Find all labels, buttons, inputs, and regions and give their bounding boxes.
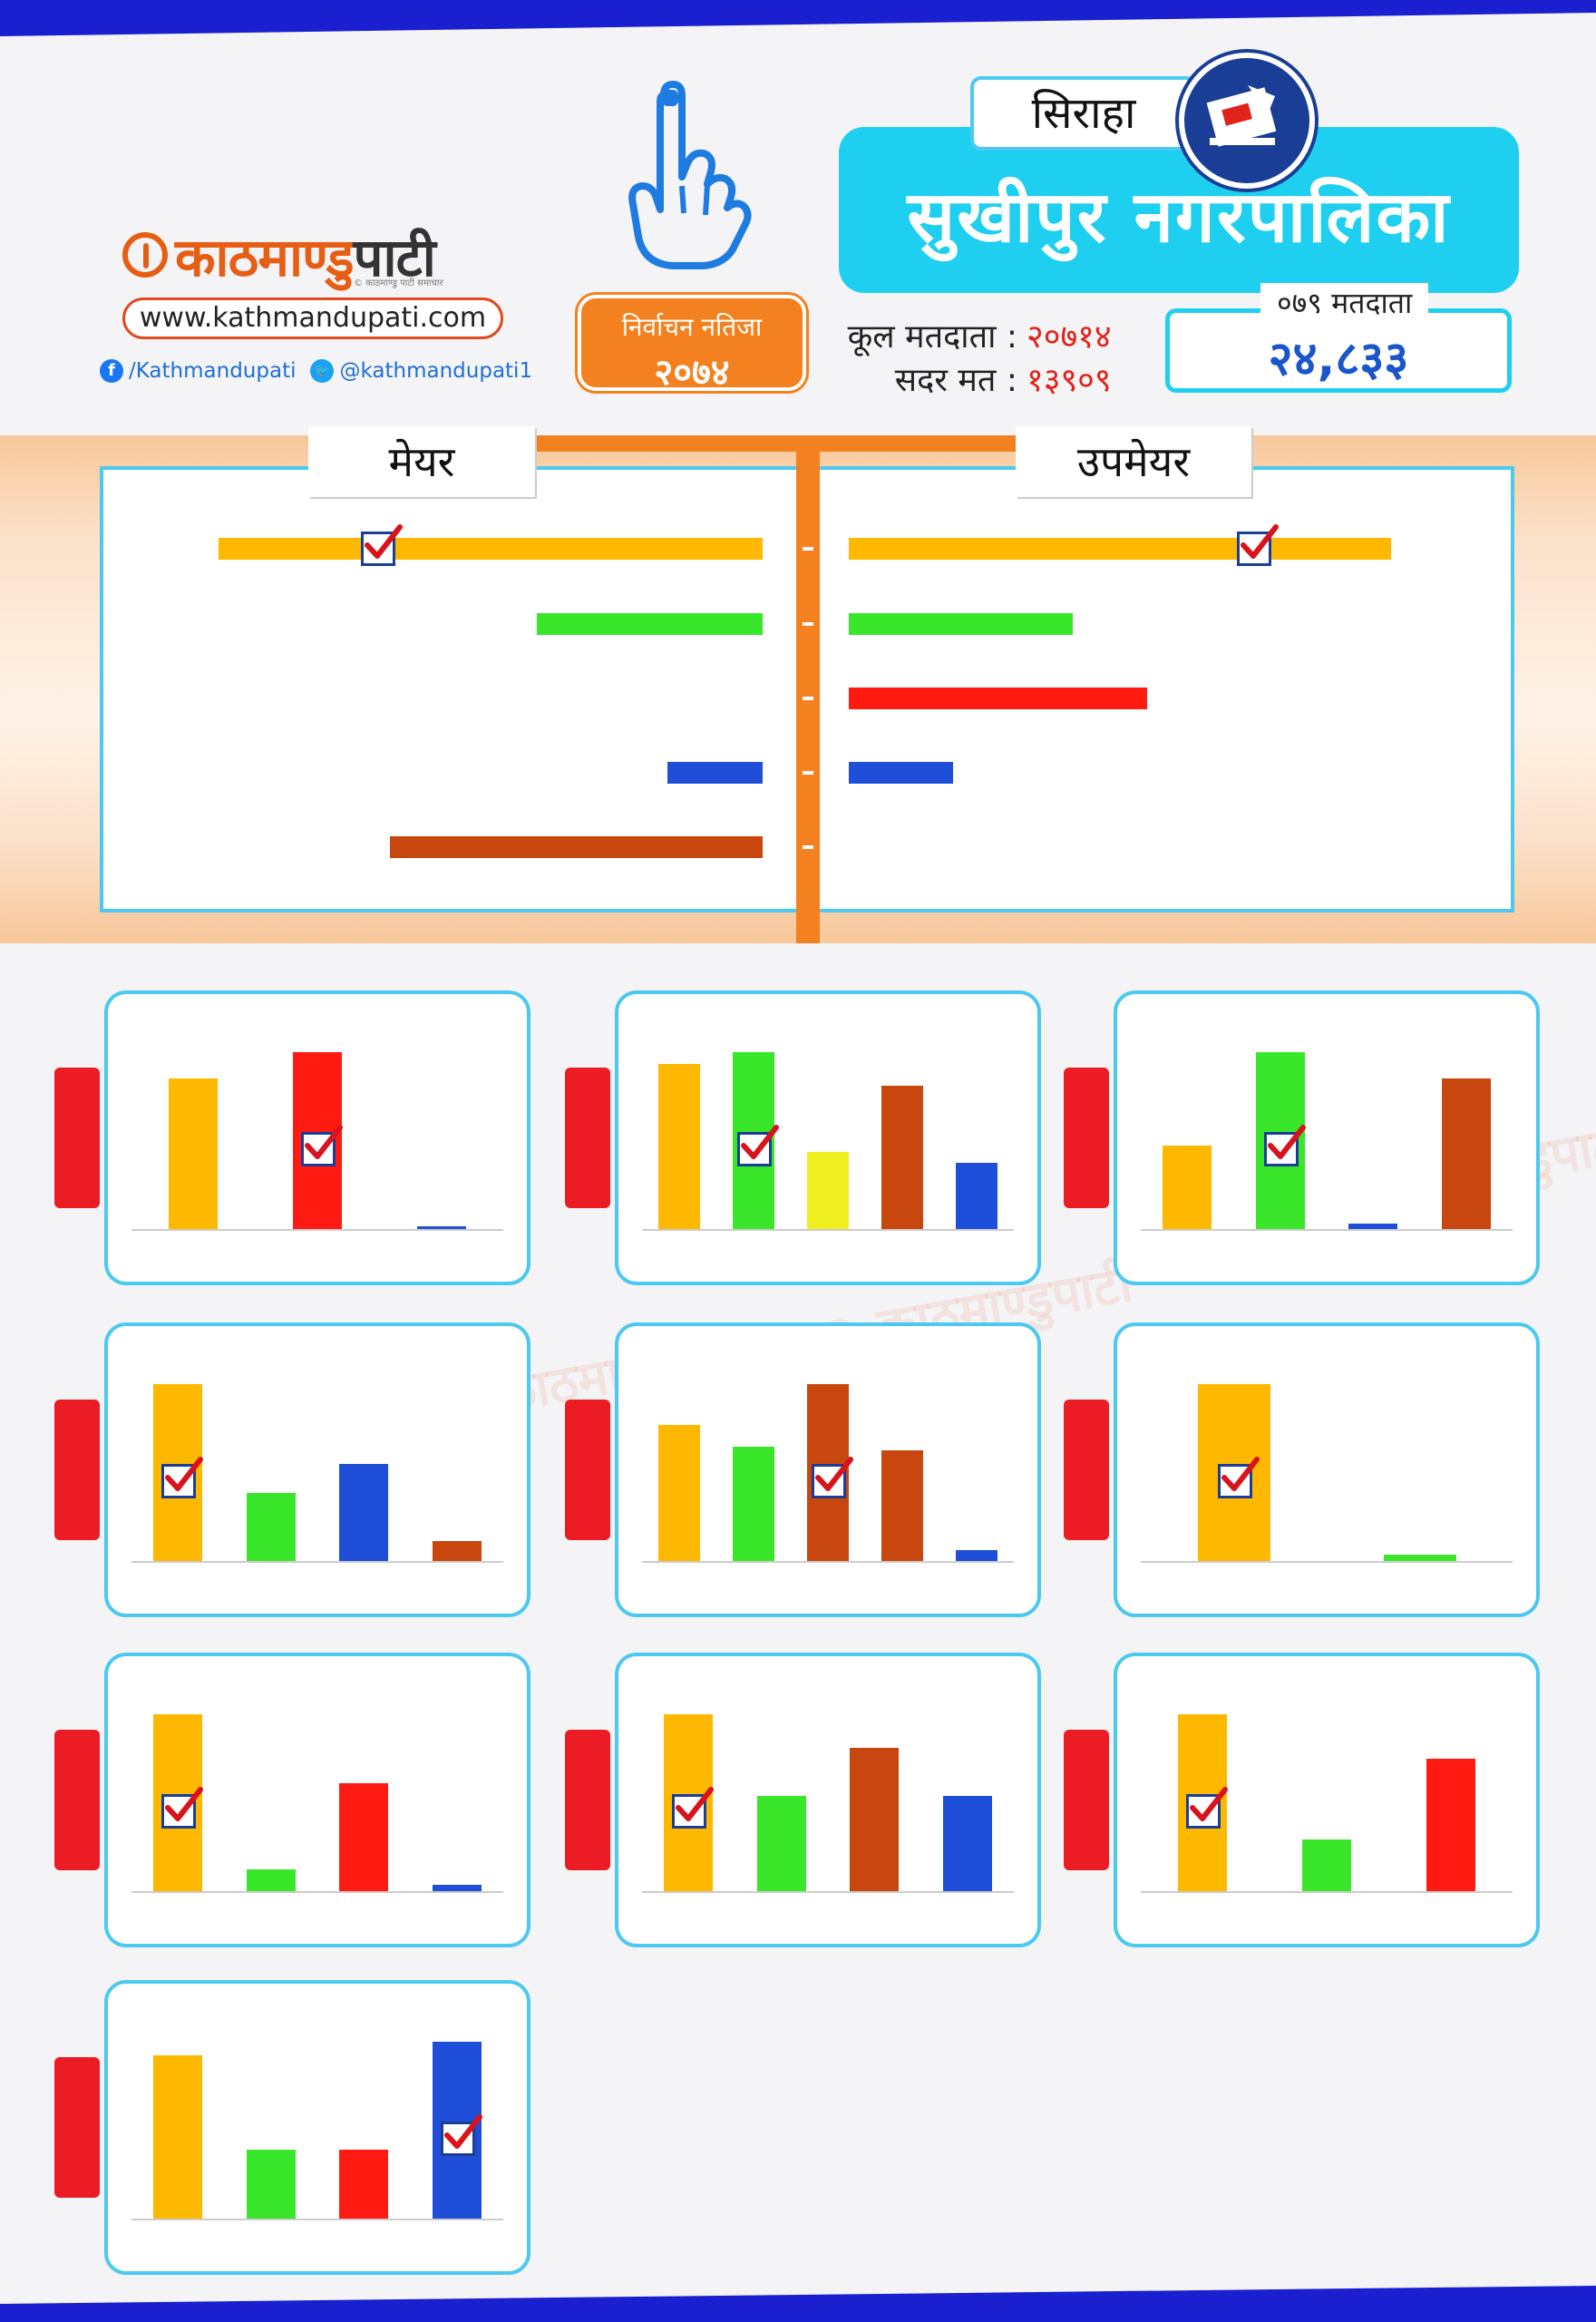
- ward-bar: [246, 2150, 296, 2219]
- voters-079-box: [1165, 308, 1512, 393]
- ward-bar: [339, 2149, 389, 2219]
- ward-bar: [850, 1747, 900, 1891]
- ward-bar: [881, 1450, 923, 1561]
- ward-bar: [1302, 1839, 1351, 1891]
- district-label: सिराहा: [970, 76, 1197, 151]
- ward-bar: [881, 1086, 923, 1229]
- ward-winner-check-icon: [1186, 1786, 1229, 1829]
- top-stripe: [0, 0, 1596, 36]
- ward-bar: [339, 1783, 389, 1891]
- facebook-link[interactable]: /Kathmandupati: [129, 359, 297, 383]
- ward-winner-check-icon: [1217, 1456, 1260, 1498]
- ward-bar: [807, 1152, 849, 1229]
- voter-stats: कूल मतदाता : २०७१४ सदर मत : १३९०९: [836, 313, 1112, 400]
- panel-divider: [796, 435, 820, 943]
- ward-bar: [339, 1463, 389, 1561]
- ward-winner-check-icon: [737, 1124, 779, 1166]
- ward-bar: [432, 1540, 482, 1561]
- deputy-mayor-tab: उपमेयर: [1016, 426, 1251, 497]
- brand-logo: काठमाण्डुपाटी © काठमाण्डु पाटी समाचार: [122, 220, 503, 292]
- voters-079-label: ०७९ मतदाता: [1260, 283, 1429, 322]
- ward-bar: [733, 1447, 774, 1561]
- social-links: f /Kathmandupati 🐦 @kathmandupati1: [100, 359, 532, 383]
- ward-label: [54, 1067, 100, 1208]
- ward-label: [54, 2056, 100, 2198]
- ward-winner-check-icon: [161, 1456, 204, 1498]
- ward-bar: [416, 1226, 466, 1229]
- ward-bar: [1441, 1078, 1491, 1229]
- ward-label: [565, 1399, 610, 1540]
- ward-bar: [942, 1795, 992, 1891]
- ward-winner-check-icon: [161, 1786, 204, 1829]
- ward-baseline: [642, 1229, 1014, 1231]
- twitter-icon: 🐦: [310, 359, 335, 383]
- ward-winner-check-icon: [672, 1786, 715, 1829]
- ward-card: [1114, 1322, 1540, 1617]
- total-voters-label: कूल मतदाता :: [847, 318, 1017, 356]
- logo-icon: [122, 232, 168, 278]
- ward-baseline: [642, 1561, 1014, 1563]
- ward-bar: [658, 1063, 700, 1229]
- ward-bar: [1163, 1145, 1212, 1229]
- ward-label: [565, 1729, 610, 1870]
- ward-bar: [956, 1549, 998, 1561]
- ward-bar: [956, 1163, 998, 1229]
- website-link[interactable]: www.kathmandupati.com: [122, 298, 503, 339]
- ward-bar: [432, 1885, 482, 1891]
- ward-label: [1064, 1067, 1109, 1208]
- ward-baseline: [131, 1891, 503, 1893]
- ward-bar: [246, 1868, 296, 1891]
- ward-bar: [658, 1424, 700, 1561]
- ward-baseline: [1141, 1891, 1513, 1893]
- ward-bar: [1383, 1555, 1456, 1561]
- ward-bar: [246, 1493, 296, 1561]
- ward-label: [54, 1729, 100, 1870]
- valid-votes-label: सदर मत :: [894, 362, 1017, 399]
- ward-label: [54, 1399, 100, 1540]
- municipality-title: सुखीपुर नगरपालिका: [839, 127, 1519, 293]
- ward-bar: [756, 1796, 806, 1891]
- total-voters-value: २०७१४: [1027, 318, 1112, 356]
- facebook-icon: f: [100, 359, 123, 383]
- ward-winner-check-icon: [1263, 1124, 1306, 1166]
- ward-bar: [1426, 1759, 1475, 1891]
- voters-079-value: २४,८३३: [1268, 332, 1409, 386]
- ward-bar: [153, 2054, 203, 2219]
- ward-label: [565, 1067, 610, 1208]
- ward-baseline: [131, 2219, 503, 2220]
- election-commission-icon: [1179, 53, 1315, 189]
- ward-baseline: [642, 1891, 1014, 1893]
- ward-baseline: [1141, 1229, 1513, 1231]
- ward-baseline: [131, 1561, 503, 1563]
- ward-winner-check-icon: [440, 2113, 482, 2156]
- ward-label: [1064, 1729, 1109, 1870]
- ward-winner-check-icon: [812, 1456, 853, 1498]
- twitter-link[interactable]: @kathmandupati1: [339, 359, 533, 383]
- ward-baseline: [1141, 1561, 1513, 1563]
- election-result-badge: निर्वाचन नतिजा २०७४: [578, 295, 806, 394]
- valid-votes-value: १३९०९: [1027, 362, 1112, 399]
- mayor-tab: मेयर: [308, 426, 535, 497]
- ward-bar: [169, 1078, 219, 1229]
- ward-baseline: [131, 1229, 503, 1231]
- bottom-stripe: [0, 2286, 1596, 2322]
- ward-winner-check-icon: [301, 1124, 343, 1166]
- ward-bar: [1348, 1224, 1398, 1229]
- ward-label: [1064, 1399, 1109, 1540]
- voting-finger-icon: [628, 81, 752, 269]
